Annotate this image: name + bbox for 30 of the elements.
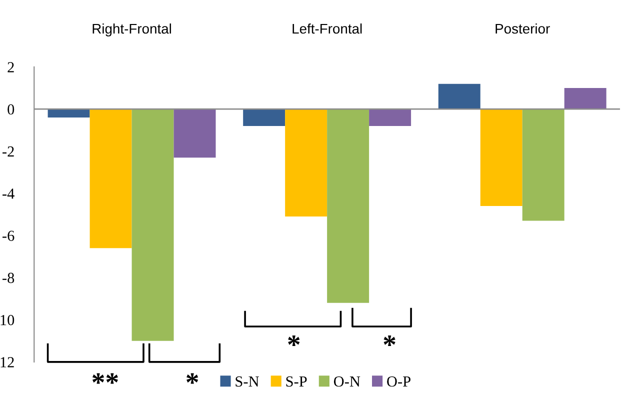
legend-label: O-N: [334, 376, 360, 387]
y-tick-label: -6: [2, 230, 14, 241]
x-tick-label: Right-Frontal: [92, 23, 171, 36]
bar: [174, 109, 216, 158]
legend-label: O-P: [387, 376, 410, 387]
legend-label: S-N: [236, 376, 259, 387]
bar: [90, 109, 132, 248]
annotation: *: [384, 336, 396, 346]
y-tick-label: -2: [2, 146, 14, 157]
y-tick-label: 10: [0, 314, 14, 326]
y-tick-label: 2: [8, 62, 14, 72]
bar: [438, 84, 480, 110]
bar: [564, 88, 606, 110]
bar: [369, 109, 412, 126]
bar: [480, 109, 522, 206]
bar: [132, 109, 174, 341]
annotation: *: [288, 336, 300, 346]
bar: [327, 109, 370, 303]
y-tick-label: -8: [2, 272, 14, 284]
text: *: [186, 373, 198, 384]
y-tick-label: -4: [2, 188, 14, 199]
bar: [522, 109, 564, 221]
bar: [243, 109, 286, 126]
bar: [285, 109, 328, 217]
text: **: [92, 373, 118, 384]
x-tick-label: Posterior: [496, 23, 550, 34]
y-tick-label: 0: [8, 104, 14, 115]
y-tick-label: 12: [0, 357, 14, 368]
x-tick-label: Left-Frontal: [292, 23, 362, 34]
legend-label: S-P: [286, 376, 307, 387]
